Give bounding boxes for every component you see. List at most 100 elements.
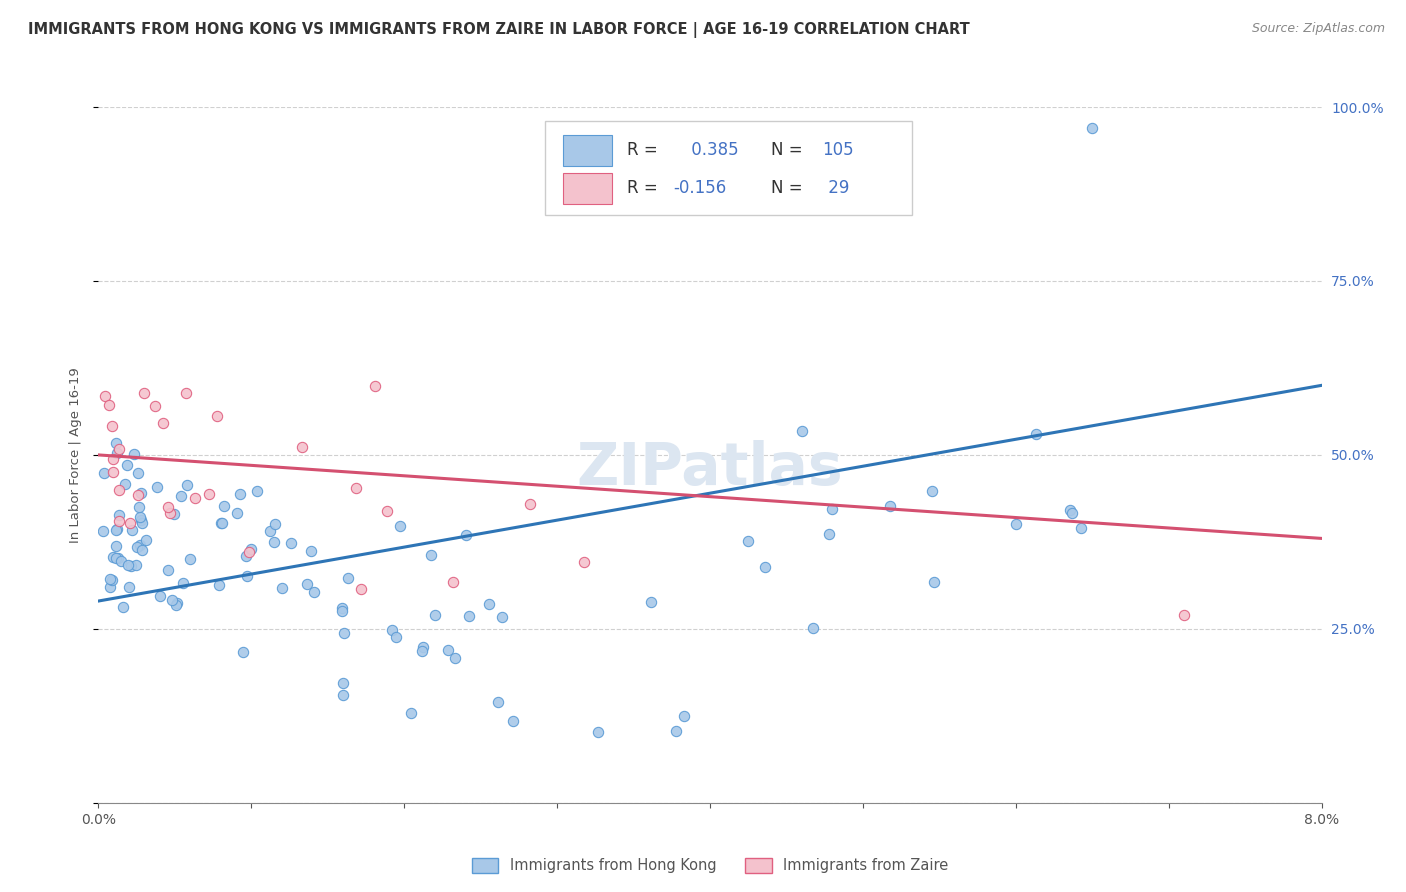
Point bbox=[385, 630, 408, 644]
Point bbox=[491, 610, 513, 624]
Point bbox=[240, 541, 263, 556]
Point bbox=[108, 483, 131, 498]
Point bbox=[264, 517, 287, 532]
Point bbox=[129, 510, 152, 524]
Point bbox=[118, 516, 141, 530]
FancyBboxPatch shape bbox=[564, 135, 612, 166]
Point bbox=[801, 621, 824, 635]
Point bbox=[129, 486, 152, 500]
Point bbox=[212, 499, 235, 513]
Point bbox=[412, 640, 434, 654]
Point bbox=[132, 386, 155, 401]
Point bbox=[104, 523, 127, 537]
Point bbox=[149, 589, 172, 603]
Point bbox=[176, 385, 198, 400]
Point bbox=[238, 545, 260, 559]
Point bbox=[105, 435, 128, 450]
Y-axis label: In Labor Force | Age 16-19: In Labor Force | Age 16-19 bbox=[69, 367, 82, 543]
Point bbox=[163, 507, 186, 521]
Point bbox=[93, 466, 115, 480]
Point bbox=[1060, 506, 1083, 520]
Point bbox=[101, 465, 124, 479]
Point bbox=[519, 497, 541, 511]
Point bbox=[111, 600, 134, 615]
Point bbox=[205, 409, 228, 423]
Point bbox=[176, 478, 198, 492]
Point bbox=[330, 604, 353, 618]
Point bbox=[263, 535, 285, 549]
Point bbox=[131, 543, 153, 558]
Point bbox=[117, 580, 139, 594]
Point bbox=[1059, 503, 1081, 517]
Point bbox=[457, 608, 479, 623]
Point bbox=[259, 524, 281, 538]
Point bbox=[332, 689, 354, 703]
Point bbox=[107, 522, 129, 536]
Point bbox=[172, 576, 194, 591]
Point bbox=[152, 417, 174, 431]
Point bbox=[101, 573, 124, 587]
Point bbox=[127, 467, 149, 481]
Point bbox=[437, 643, 460, 657]
Point bbox=[664, 723, 686, 738]
Point bbox=[423, 608, 446, 623]
Point bbox=[156, 563, 179, 577]
Point bbox=[640, 595, 662, 609]
Point bbox=[114, 477, 136, 491]
Point bbox=[673, 709, 696, 723]
Point bbox=[127, 488, 149, 502]
Point bbox=[444, 651, 467, 665]
Text: 0.385: 0.385 bbox=[686, 141, 738, 159]
Point bbox=[478, 597, 501, 611]
Point bbox=[146, 480, 169, 494]
Point bbox=[170, 489, 193, 503]
Point bbox=[183, 491, 205, 506]
Point bbox=[91, 524, 114, 538]
Point bbox=[350, 582, 373, 596]
Text: N =: N = bbox=[772, 141, 808, 159]
Point bbox=[229, 486, 252, 500]
Text: IMMIGRANTS FROM HONG KONG VS IMMIGRANTS FROM ZAIRE IN LABOR FORCE | AGE 16-19 CO: IMMIGRANTS FROM HONG KONG VS IMMIGRANTS … bbox=[28, 22, 970, 38]
Point bbox=[226, 507, 249, 521]
Point bbox=[165, 598, 187, 612]
Point bbox=[304, 585, 326, 599]
Point bbox=[98, 573, 121, 587]
Point bbox=[586, 725, 609, 739]
Point bbox=[502, 714, 524, 729]
Point bbox=[129, 538, 152, 552]
Text: Source: ZipAtlas.com: Source: ZipAtlas.com bbox=[1251, 22, 1385, 36]
Point bbox=[737, 534, 759, 549]
Point bbox=[921, 483, 943, 498]
Point bbox=[411, 643, 433, 657]
Point bbox=[107, 442, 129, 456]
Point bbox=[456, 527, 478, 541]
Point bbox=[159, 506, 181, 520]
Point bbox=[924, 574, 946, 589]
Point bbox=[441, 574, 464, 589]
Point bbox=[208, 578, 231, 592]
Point bbox=[295, 576, 318, 591]
Point bbox=[344, 481, 367, 495]
Point bbox=[330, 601, 353, 615]
Point bbox=[131, 516, 153, 530]
Point bbox=[108, 508, 131, 522]
Point bbox=[98, 580, 121, 594]
Point bbox=[332, 675, 354, 690]
Point bbox=[1173, 607, 1195, 622]
Point bbox=[790, 424, 813, 438]
Point bbox=[197, 486, 219, 500]
Point bbox=[121, 523, 143, 537]
Point bbox=[1081, 120, 1104, 135]
Point bbox=[125, 558, 148, 573]
Point bbox=[388, 518, 411, 533]
Point bbox=[160, 593, 183, 607]
Point bbox=[754, 559, 776, 574]
Point bbox=[104, 550, 127, 565]
Point bbox=[486, 695, 509, 709]
Legend: Immigrants from Hong Kong, Immigrants from Zaire: Immigrants from Hong Kong, Immigrants fr… bbox=[465, 852, 955, 879]
Point bbox=[122, 447, 145, 461]
Point bbox=[110, 554, 132, 568]
Point bbox=[211, 516, 233, 530]
Text: -0.156: -0.156 bbox=[673, 179, 727, 197]
Point bbox=[143, 399, 166, 413]
